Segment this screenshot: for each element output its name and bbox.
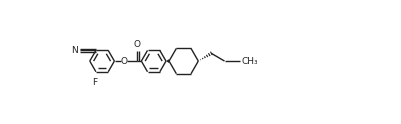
Text: F: F xyxy=(91,78,97,87)
Text: N: N xyxy=(71,46,77,55)
Polygon shape xyxy=(166,59,169,63)
Text: O: O xyxy=(133,40,140,49)
Text: CH₃: CH₃ xyxy=(241,57,257,66)
Text: O: O xyxy=(121,57,128,66)
